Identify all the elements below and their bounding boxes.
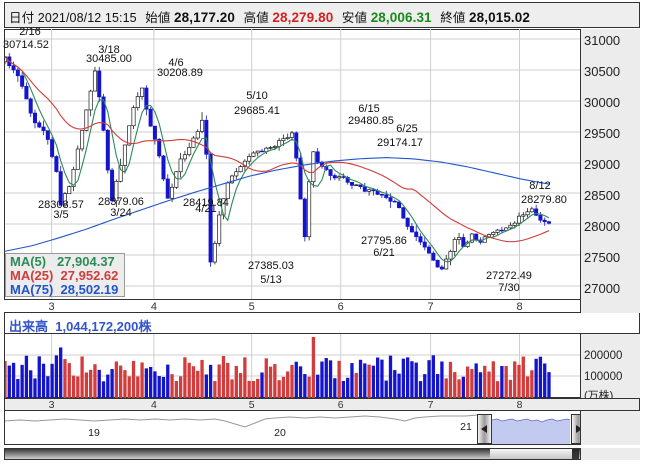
svg-text:21: 21 <box>460 421 472 433</box>
svg-text:20: 20 <box>274 427 286 439</box>
svg-text:19: 19 <box>88 427 100 439</box>
